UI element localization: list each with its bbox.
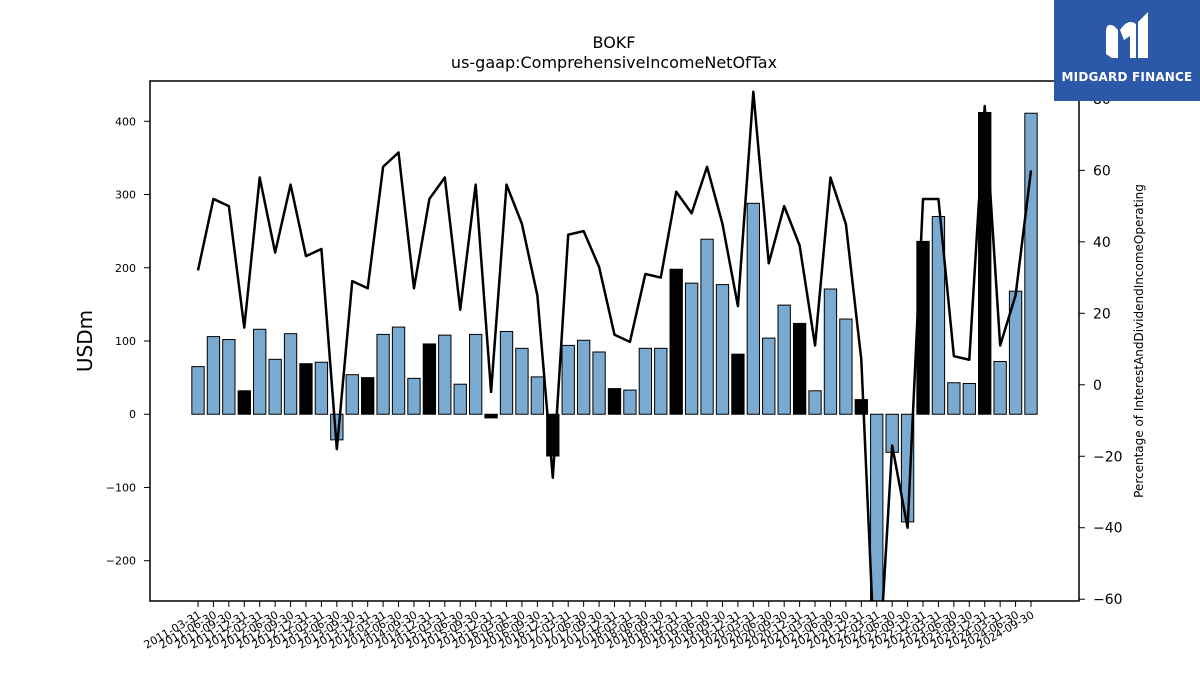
bar-2014-03-31 xyxy=(377,334,389,414)
y2-axis-label: Percentage of InterestAndDividendIncomeO… xyxy=(1132,184,1146,498)
bar-2011-12-31 xyxy=(238,391,250,414)
y2-tick-label: 0 xyxy=(1093,378,1102,394)
bar-2021-09-30 xyxy=(840,319,852,414)
bar-2015-09-30 xyxy=(470,334,482,414)
y-tick-label: 300 xyxy=(115,189,136,202)
bar-2011-09-30 xyxy=(223,340,235,415)
bar-2012-03-31 xyxy=(254,329,266,414)
bar-2019-12-31 xyxy=(732,354,744,414)
bar-2016-03-31 xyxy=(500,331,512,414)
bar-2013-12-31 xyxy=(362,378,374,415)
y2-tick-label: 60 xyxy=(1093,163,1111,179)
bar-2017-03-31 xyxy=(562,345,574,414)
chart-subtitle: us-gaap:ComprehensiveIncomeNetOfTax xyxy=(451,53,777,72)
bar-2019-06-30 xyxy=(701,239,713,414)
y2-tick-label: 40 xyxy=(1093,235,1111,251)
bar-2019-09-30 xyxy=(716,285,728,415)
y-tick-label: 0 xyxy=(129,408,136,421)
bar-2016-06-30 xyxy=(516,348,528,414)
bar-2023-09-30 xyxy=(963,383,975,414)
y-tick-label: 400 xyxy=(115,115,136,128)
bar-2022-03-31 xyxy=(871,414,883,603)
bar-2024-09-30 xyxy=(1025,113,1037,414)
y-tick-label: 200 xyxy=(115,262,136,275)
bar-series xyxy=(192,112,1037,603)
bar-2015-03-31 xyxy=(439,335,451,414)
bar-2014-06-30 xyxy=(392,327,404,414)
bar-2015-06-30 xyxy=(454,384,466,414)
bar-2014-12-31 xyxy=(423,344,435,414)
bar-2017-09-30 xyxy=(593,352,605,414)
brand-name: MIDGARD FINANCE xyxy=(1054,70,1200,84)
bar-2021-03-31 xyxy=(809,391,821,414)
y-tick-label: −100 xyxy=(106,481,136,494)
y-tick-label: 100 xyxy=(115,335,136,348)
y2-tick-label: 20 xyxy=(1093,306,1111,322)
midgard-m-icon xyxy=(1054,0,1200,70)
bar-2020-06-30 xyxy=(763,338,775,414)
y2-tick-label: −60 xyxy=(1093,592,1123,608)
bar-2011-03-31 xyxy=(192,367,204,415)
bar-2017-06-30 xyxy=(577,340,589,414)
bar-2021-12-31 xyxy=(855,400,867,415)
bar-2015-12-31 xyxy=(485,414,497,418)
y-tick-label: −200 xyxy=(106,555,136,568)
bar-2017-12-31 xyxy=(608,389,620,415)
bar-2011-06-30 xyxy=(207,337,219,415)
bar-2012-12-31 xyxy=(300,364,312,415)
bar-2018-03-31 xyxy=(624,390,636,414)
bar-2013-09-30 xyxy=(346,375,358,415)
bar-2013-03-31 xyxy=(315,362,327,414)
bar-2020-03-31 xyxy=(747,203,759,414)
bar-2023-06-30 xyxy=(948,383,960,414)
bar-2019-03-31 xyxy=(685,283,697,414)
bar-2014-09-30 xyxy=(408,378,420,414)
bar-2018-06-30 xyxy=(639,348,651,414)
bar-2012-06-30 xyxy=(269,359,281,414)
bar-2018-09-30 xyxy=(655,348,667,414)
bar-2024-03-31 xyxy=(994,362,1006,415)
bar-2012-09-30 xyxy=(284,334,296,415)
y-axis-label: USDm xyxy=(73,310,97,372)
bar-2016-09-30 xyxy=(531,377,543,414)
chart-title: BOKF xyxy=(593,33,636,52)
bar-2020-12-31 xyxy=(793,323,805,414)
bar-2021-06-30 xyxy=(824,289,836,414)
y2-tick-label: −20 xyxy=(1093,449,1123,465)
bar-2018-12-31 xyxy=(670,269,682,414)
y2-tick-label: −40 xyxy=(1093,521,1123,537)
chart: BOKF us-gaap:ComprehensiveIncomeNetOfTax… xyxy=(0,0,1200,675)
bar-2020-09-30 xyxy=(778,305,790,414)
brand-logo: MIDGARD FINANCE xyxy=(1054,0,1200,101)
